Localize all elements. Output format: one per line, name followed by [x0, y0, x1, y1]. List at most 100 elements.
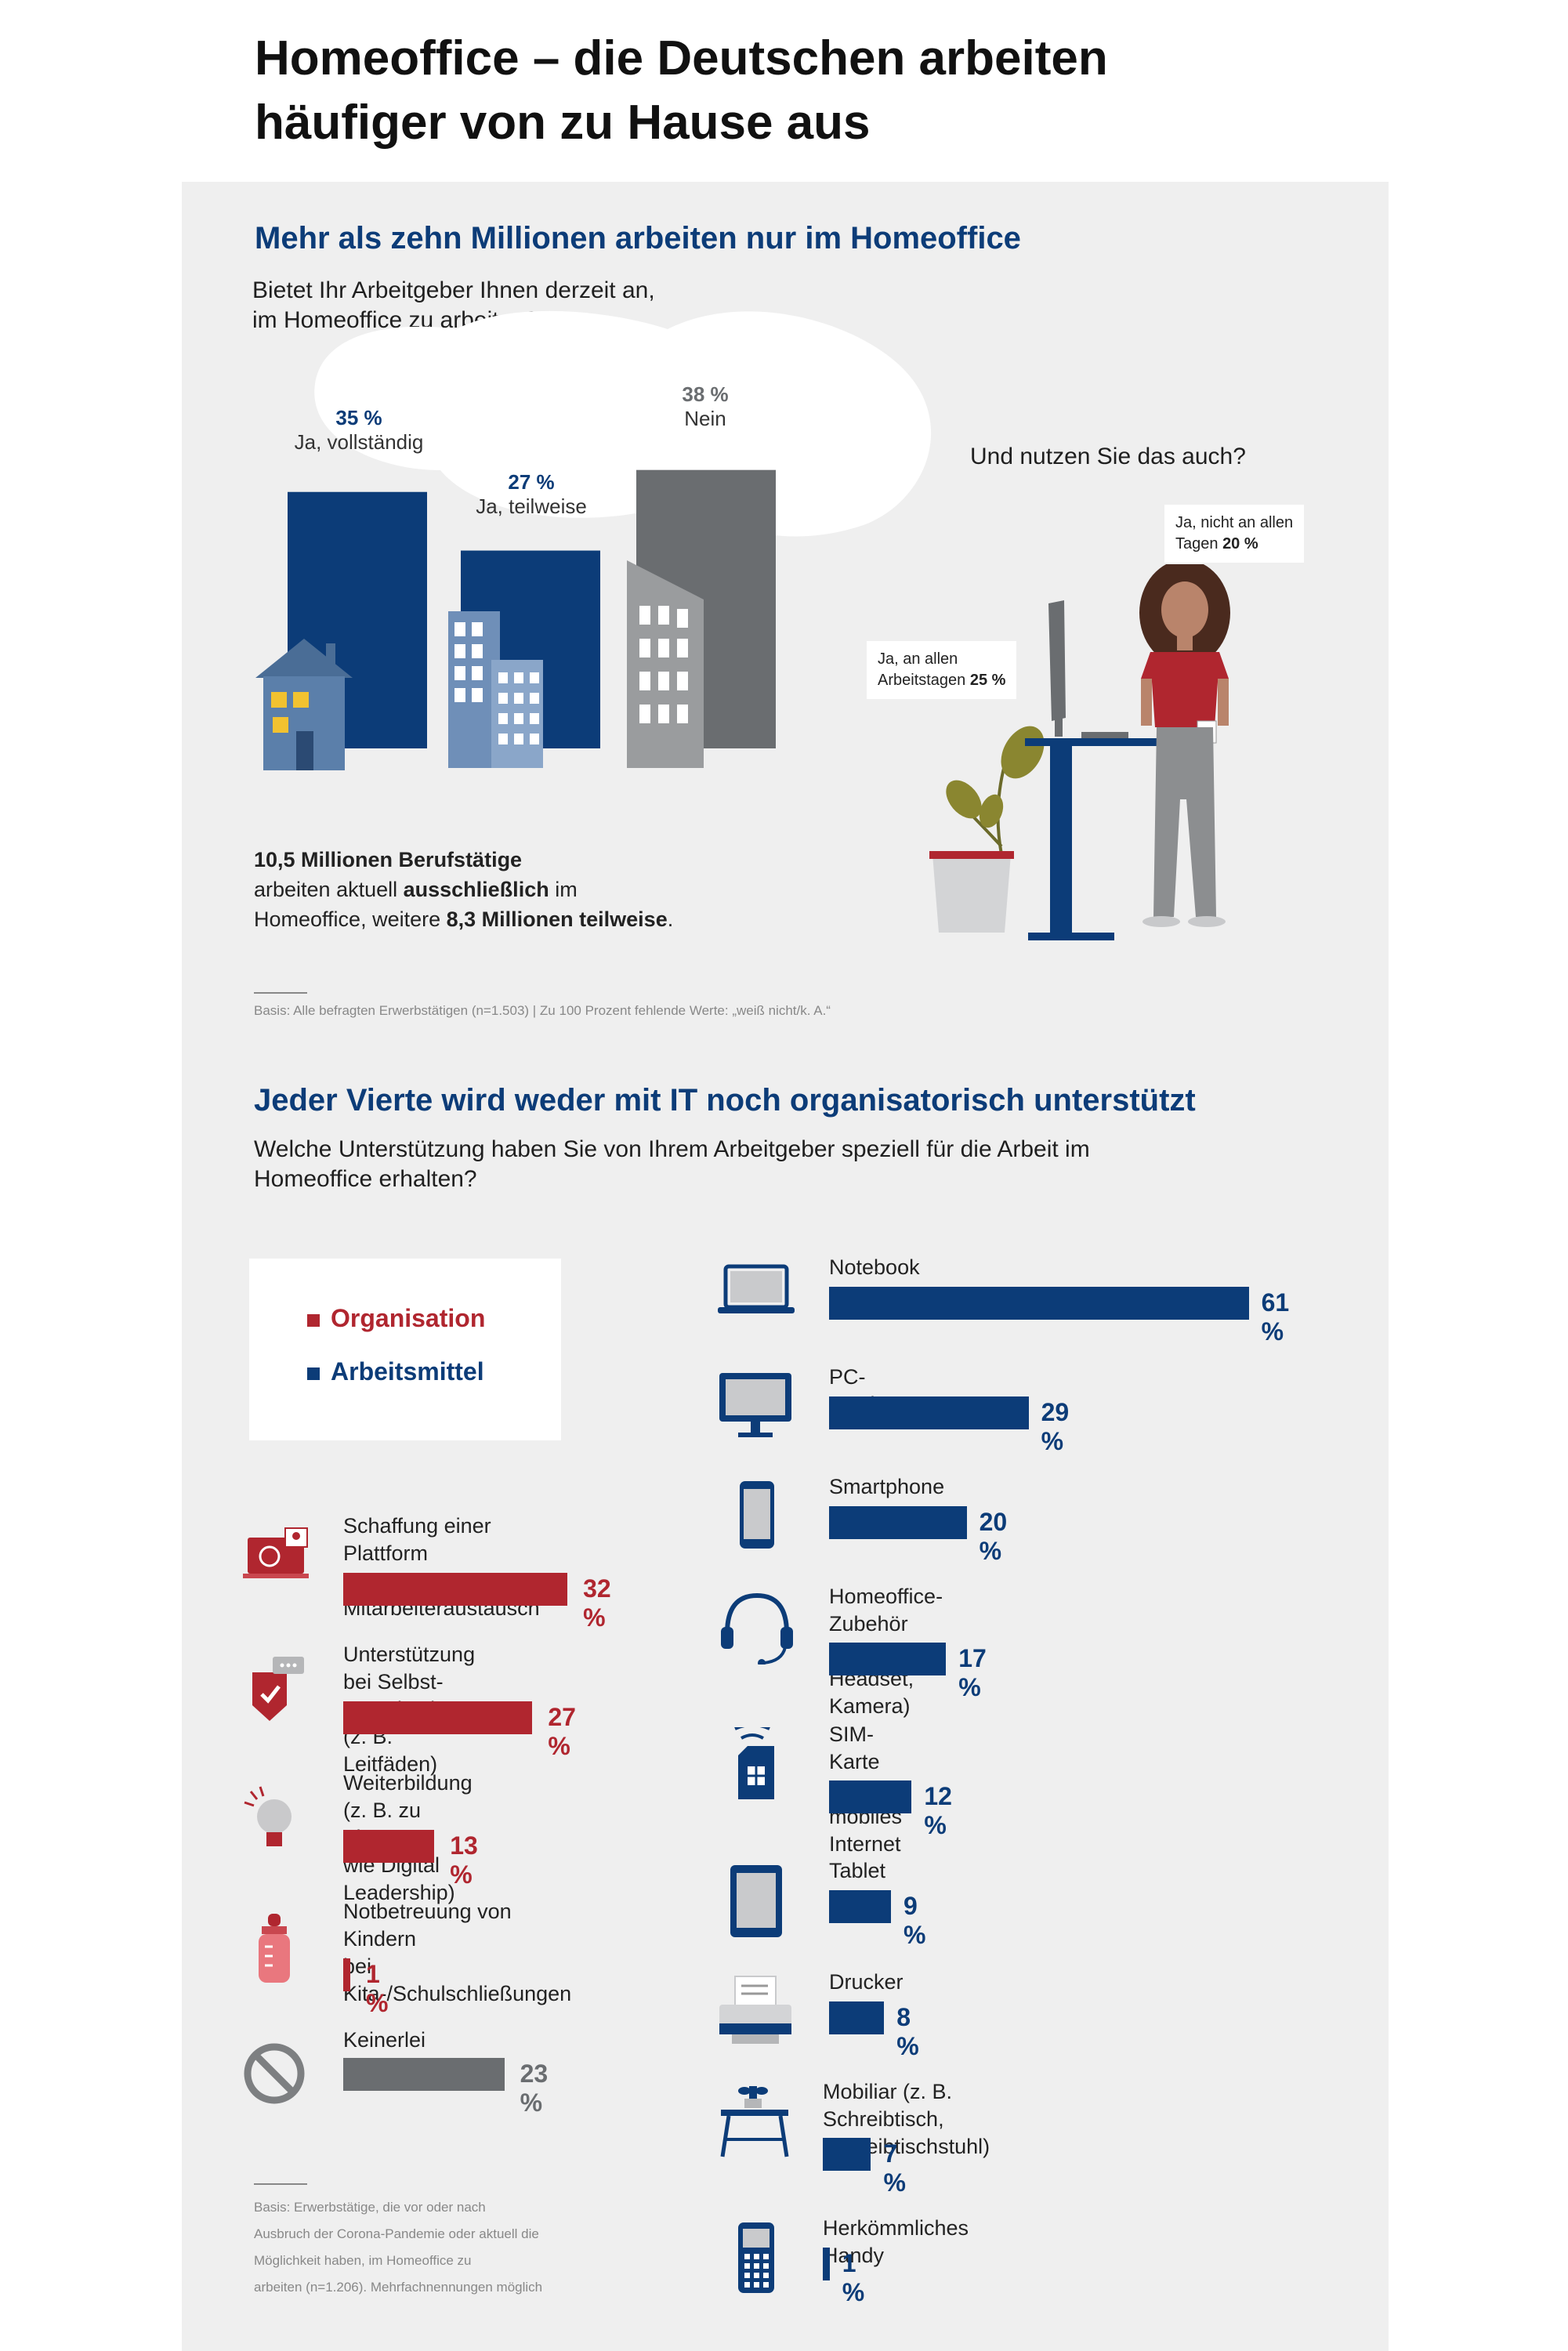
summary-text-1: arbeiten aktuell — [254, 878, 404, 901]
arbeitsmittel-bar — [829, 1287, 1249, 1320]
arbeitsmittel-bar-value: 12 % — [924, 1782, 952, 1839]
arbeitsmittel-bar-value: 29 % — [1041, 1398, 1070, 1455]
arbeitsmittel-bar-value: 61 % — [1261, 1288, 1290, 1346]
callout-all-pct: 25 % — [969, 672, 1006, 689]
item-label-line-1: Homeoffice-Zubehör — [829, 1585, 943, 1636]
item-label-line-1: Notebook — [829, 1255, 920, 1279]
section2-question: Welche Unterstützung haben Sie von Ihrem… — [254, 1135, 1090, 1194]
arbeitsmittel-bar-value: 1 % — [842, 2249, 865, 2306]
org-bar — [343, 1573, 568, 1606]
page-title: Homeoffice – die Deutschen arbeiten häuf… — [255, 27, 1430, 155]
legend-label: Organisation — [331, 1304, 486, 1332]
arbeitsmittel-bar-value: 7 % — [883, 2139, 906, 2197]
org-bar-value: 32 % — [583, 1574, 611, 1632]
summary-bold-1: 10,5 Millionen Berufstätige — [254, 848, 523, 871]
arbeitsmittel-bar — [829, 1396, 1029, 1429]
arbeitsmittel-bar-value: 9 % — [904, 1892, 926, 1949]
bar-category-label: Nein — [684, 407, 726, 430]
summary-text-2: im — [549, 878, 578, 901]
sim-card-icon — [716, 1723, 798, 1806]
item-label-line-1: Notbetreuung von Kindern — [343, 1900, 512, 1951]
callout-some-line-2: Tagen — [1175, 535, 1219, 552]
shield-check-icon — [241, 1655, 323, 1734]
summary-text-4: . — [667, 907, 674, 931]
section1-basis: Basis: Alle befragten Erwerbstätigen (n=… — [254, 1003, 831, 1018]
arbeitsmittel-bar — [829, 1643, 947, 1675]
org-bar — [343, 2058, 505, 2091]
section1-summary: 10,5 Millionen Berufstätige arbeiten akt… — [254, 845, 673, 934]
woman-icon — [1139, 564, 1230, 927]
summary-text-3: Homeoffice, weitere — [254, 907, 447, 931]
monitor-icon — [716, 1370, 798, 1449]
basis-line: arbeiten (n=1.206). Mehrfachnennungen mö… — [254, 2280, 543, 2295]
bar-label-group-2: 27 % Ja, teilweise — [461, 470, 602, 519]
legend-swatch-red — [307, 1313, 320, 1327]
tablet-icon — [716, 1864, 798, 1943]
section2-question-line-2: Homeoffice erhalten? — [254, 1166, 477, 1192]
section1-heading: Mehr als zehn Millionen arbeiten nur im … — [255, 221, 1021, 255]
plant-icon — [929, 726, 1045, 933]
arbeitsmittel-bar — [829, 1780, 912, 1813]
item-label-line-1: Schaffung einer Plattform — [343, 1514, 491, 1565]
laptop-icon — [716, 1260, 798, 1339]
furniture-icon — [716, 2085, 798, 2164]
item-label: Notebook — [829, 1254, 920, 1281]
house-icon — [255, 639, 353, 770]
arbeitsmittel-bar — [829, 1890, 892, 1923]
callout-all-days: Ja, an allen Arbeitstagen 25 % — [867, 641, 1017, 699]
offer-bar-chart — [255, 310, 932, 770]
arbeitsmittel-bar — [823, 2248, 830, 2280]
item-label: Herkömmliches Handy — [823, 2215, 969, 2269]
title-line-1: Homeoffice – die Deutschen arbeiten — [255, 31, 1108, 85]
item-label-line-1: Herkömmliches Handy — [823, 2216, 969, 2267]
item-label-line-1: Smartphone — [829, 1475, 945, 1498]
arbeitsmittel-bar-value: 17 % — [958, 1644, 987, 1701]
bar-label-group-3: 38 % Nein — [635, 382, 776, 431]
title-line-2: häufiger von zu Hause aus — [255, 96, 871, 150]
org-bar — [343, 1830, 435, 1863]
item-label-line-1: Mobiliar (z. B. Schreibtisch, — [823, 2080, 953, 2131]
item-label: Drucker — [829, 1969, 904, 1996]
section2-question-line-1: Welche Unterstützung haben Sie von Ihrem… — [254, 1136, 1090, 1162]
office-building-icon — [448, 611, 543, 768]
cloud-shape — [314, 310, 932, 537]
item-label: Schaffung einer Plattformzum Mitarbeiter… — [343, 1512, 540, 1622]
bar-category-label: Ja, vollständig — [294, 430, 424, 454]
legend-label: Arbeitsmittel — [331, 1357, 484, 1386]
headset-icon — [716, 1589, 798, 1668]
basis-line: Ausbruch der Corona-Pandemie oder aktuel… — [254, 2226, 539, 2241]
standing-desk-icon — [1025, 600, 1166, 940]
lightbulb-icon — [241, 1784, 323, 1863]
bar-label-group-1: 35 % Ja, vollständig — [288, 406, 429, 455]
smartphone-icon — [716, 1480, 798, 1559]
basis-divider — [254, 992, 307, 994]
bar-category-label: Ja, teilweise — [476, 494, 587, 518]
arbeitsmittel-bar — [829, 1506, 967, 1539]
legend-item-arbeitsmittel: Arbeitsmittel — [307, 1357, 484, 1386]
org-bar-value: 27 % — [548, 1703, 576, 1760]
callout-some-pct: 20 % — [1222, 535, 1258, 552]
legend-item-organisation: Organisation — [307, 1304, 485, 1333]
tower-building-icon — [627, 560, 704, 768]
arbeitsmittel-bar — [823, 2138, 871, 2171]
no-sign-icon — [241, 2041, 323, 2120]
item-label-line-1: Unterstützung bei Selbst- — [343, 1643, 476, 1694]
laptop-chat-icon — [241, 1527, 323, 1606]
printer-icon — [716, 1975, 798, 2054]
usage-question: Und nutzen Sie das auch? — [970, 444, 1246, 469]
legend: Organisation Arbeitsmittel — [249, 1259, 561, 1440]
summary-bold-3: 8,3 Millionen teilweise — [446, 907, 668, 931]
baby-bottle-icon — [241, 1912, 323, 1991]
arbeitsmittel-bar-value: 20 % — [979, 1508, 1008, 1565]
item-label: Tablet — [829, 1857, 885, 1885]
item-label: Smartphone — [829, 1473, 944, 1501]
org-bar-value: 13 % — [450, 1831, 478, 1889]
org-bar-value: 1 % — [365, 1960, 389, 2017]
legend-swatch-blue — [307, 1367, 320, 1380]
org-bar — [343, 1958, 350, 1991]
callout-all-line-1: Ja, an allen — [878, 650, 958, 668]
callout-some-line-1: Ja, nicht an allen — [1175, 514, 1294, 531]
callout-some-days: Ja, nicht an allen Tagen 20 % — [1164, 505, 1305, 563]
basis-line: Möglichkeit haben, im Homeoffice zu — [254, 2253, 472, 2268]
arbeitsmittel-bar-value: 8 % — [896, 2003, 919, 2060]
